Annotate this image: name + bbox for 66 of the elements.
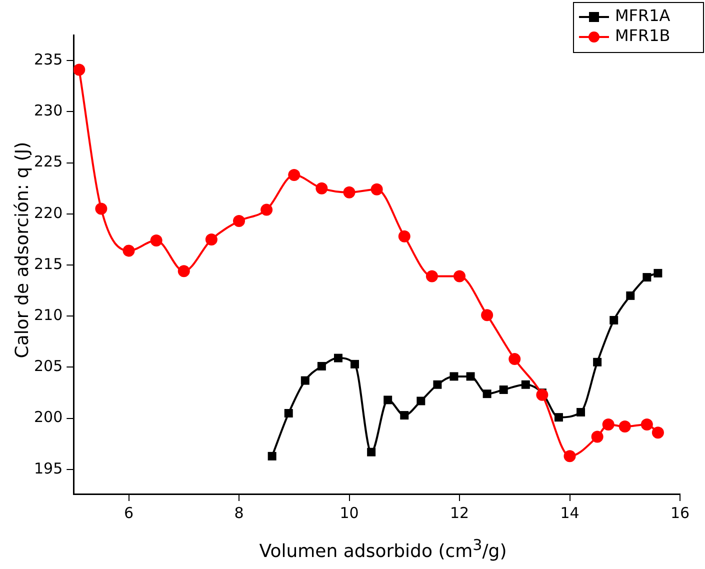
point xyxy=(576,408,586,416)
y-tick-label: 205 xyxy=(34,357,63,376)
x-tick-label: 6 xyxy=(124,504,134,522)
y-tick-label: 220 xyxy=(34,204,63,222)
x-tick-label: 12 xyxy=(450,504,470,522)
point xyxy=(416,396,426,406)
point xyxy=(593,358,602,366)
point xyxy=(642,273,652,282)
point xyxy=(370,183,383,196)
point xyxy=(300,376,310,385)
point xyxy=(74,64,86,76)
point xyxy=(343,186,356,198)
point xyxy=(334,354,342,362)
point xyxy=(482,390,492,398)
point xyxy=(626,291,635,300)
point xyxy=(610,316,618,324)
point xyxy=(233,215,246,228)
point xyxy=(205,233,218,246)
point xyxy=(400,411,409,420)
y-tick-label: 200 xyxy=(34,408,63,426)
x-tick-label: 14 xyxy=(560,504,580,522)
y-tick-label: 230 xyxy=(34,102,63,120)
point xyxy=(260,204,273,216)
point xyxy=(316,182,328,194)
point xyxy=(564,450,576,462)
x-tick-label: 16 xyxy=(670,504,690,522)
point xyxy=(499,385,508,394)
point xyxy=(481,309,494,322)
point xyxy=(466,372,475,381)
x-tick-label: 10 xyxy=(340,504,359,522)
point xyxy=(521,380,530,389)
point xyxy=(284,409,293,418)
point xyxy=(618,420,631,433)
y-tick-label: 215 xyxy=(34,254,63,273)
point xyxy=(95,202,108,215)
y-tick-label: 210 xyxy=(34,306,63,324)
point xyxy=(450,372,458,381)
point xyxy=(268,452,276,460)
point xyxy=(554,413,563,422)
y-tick-label: 195 xyxy=(34,459,63,478)
point xyxy=(367,448,376,456)
point xyxy=(178,265,190,278)
x-tick-label: 8 xyxy=(234,504,244,522)
point xyxy=(454,270,466,282)
point xyxy=(288,169,300,182)
point xyxy=(654,268,662,278)
point xyxy=(433,380,442,389)
legend-label: MFR1A xyxy=(615,6,670,26)
y-axis-title: Calor de adsorción: q (J) xyxy=(12,142,33,358)
point xyxy=(508,353,521,366)
x-axis-title: Volumen adsorbido (cm$^{3}$/g) xyxy=(258,536,508,562)
point xyxy=(398,230,410,242)
point xyxy=(602,418,614,430)
point xyxy=(350,360,360,368)
point xyxy=(652,426,664,439)
point xyxy=(536,388,548,401)
point xyxy=(150,234,162,246)
point xyxy=(317,362,326,370)
point xyxy=(591,430,604,443)
y-tick-label: 235 xyxy=(34,50,63,68)
point xyxy=(122,244,135,257)
point xyxy=(384,396,392,404)
point xyxy=(640,418,653,430)
point xyxy=(426,270,438,282)
legend-label: MFR1B xyxy=(615,26,670,46)
y-tick-label: 225 xyxy=(34,152,63,171)
